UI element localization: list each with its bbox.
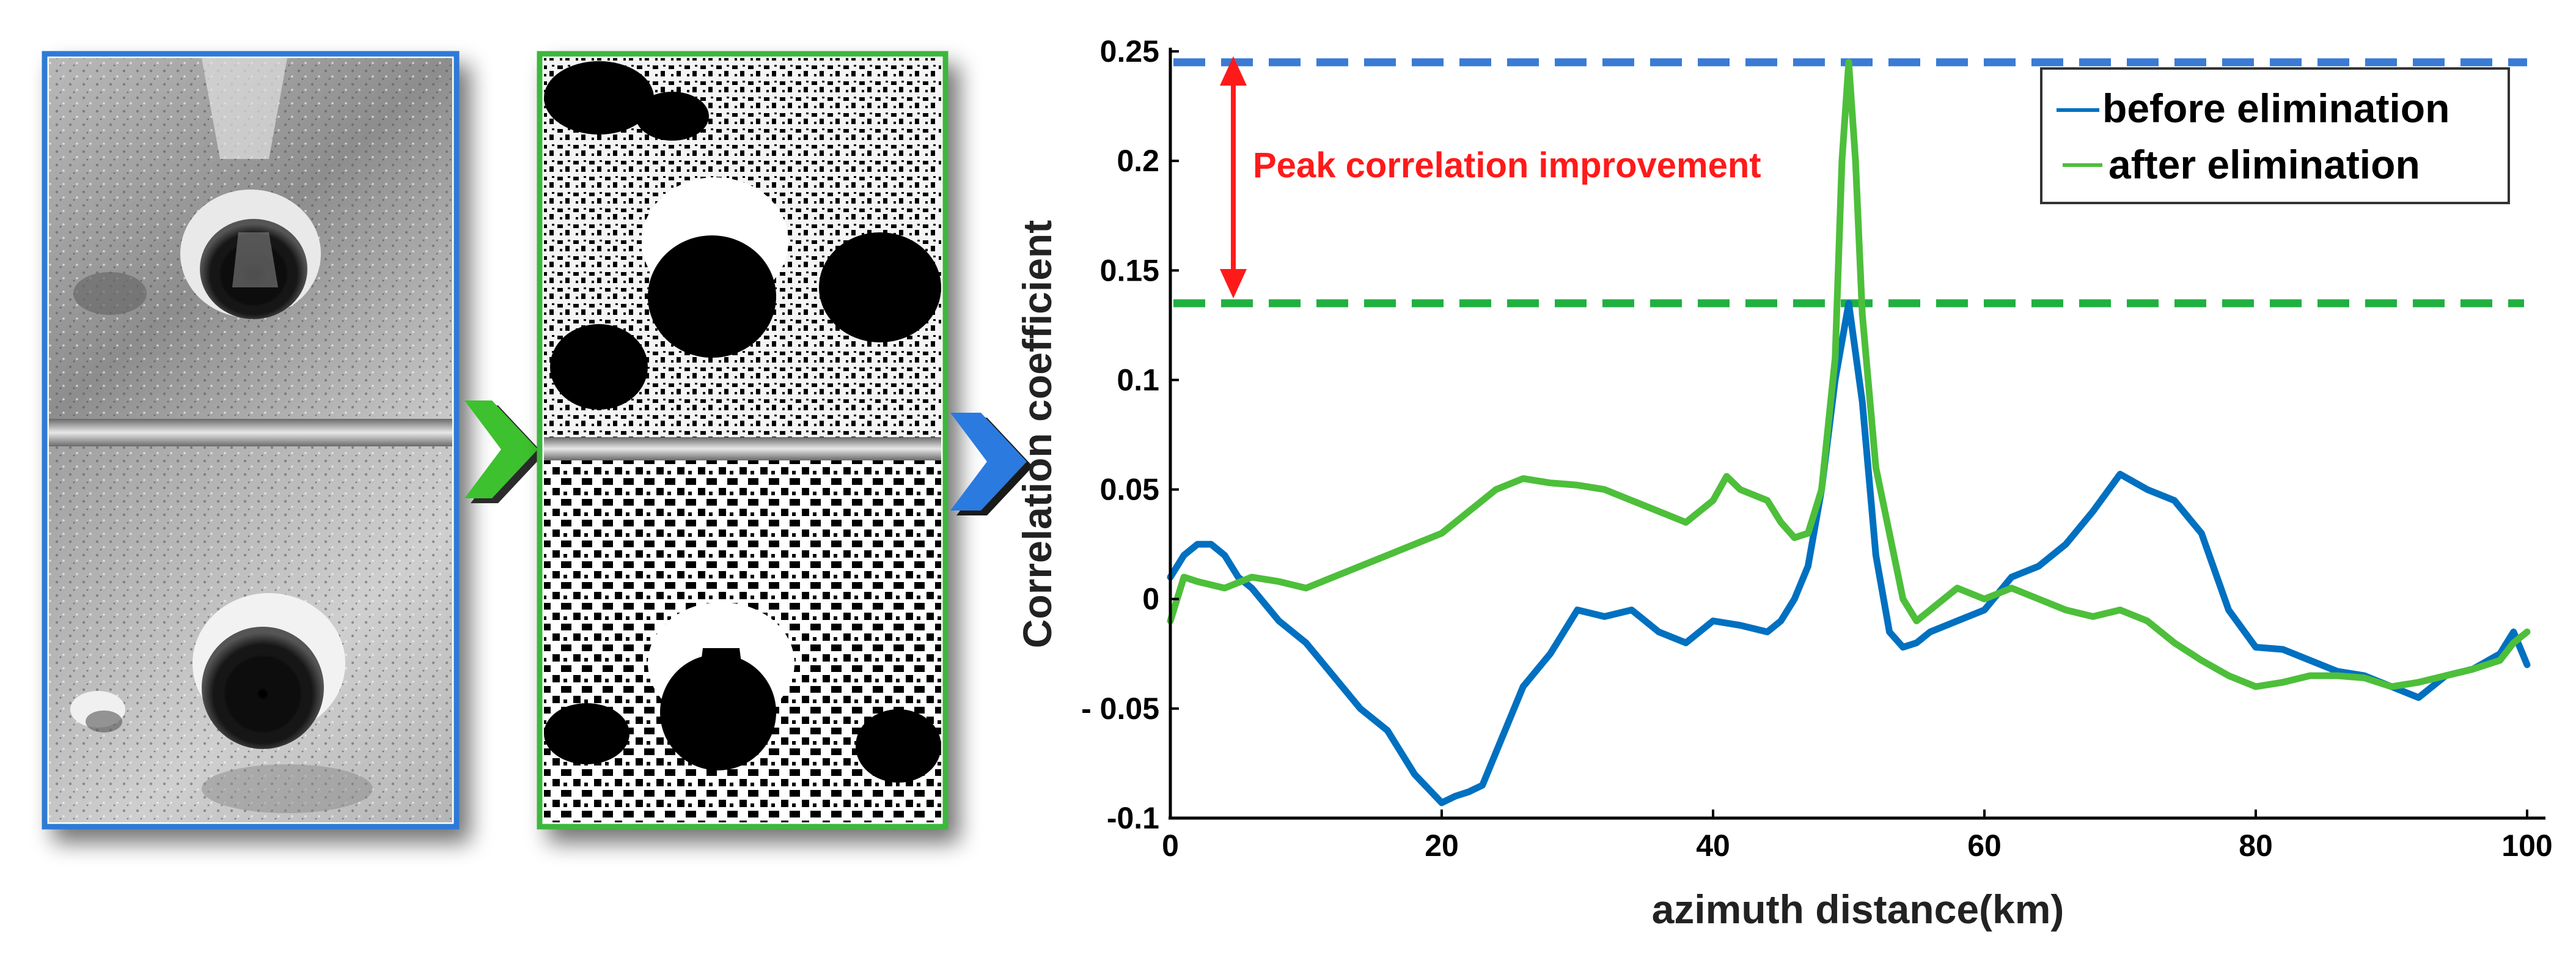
binary-panel-border — [537, 51, 949, 830]
correlation-chart: -0.1 - 0.05 0 0.05 0.1 0.15 0.2 0.25 0 20 40 60 80 1… — [1015, 34, 2553, 932]
x-tick-label: 0 — [1162, 828, 1179, 863]
y-tick-label: - 0.05 — [1081, 692, 1159, 726]
original-panel-border — [42, 51, 460, 830]
y-tick-label: 0 — [1142, 582, 1159, 616]
original-top-photo — [49, 58, 452, 419]
original-bottom-photo — [49, 446, 452, 822]
x-tick-label: 100 — [2501, 828, 2552, 863]
y-tick-label: 0.1 — [1117, 363, 1159, 397]
binary-top-image — [544, 58, 941, 437]
y-axis-title: Correlation coefficient — [1015, 220, 1060, 648]
legend-label-after: after elimination — [2108, 142, 2420, 187]
x-tick-label: 60 — [1967, 828, 2002, 863]
peak-improvement-label: Peak correlation improvement — [1253, 146, 1761, 185]
binary-image-panel — [537, 51, 949, 830]
x-axis-title: azimuth distance(km) — [1652, 887, 2064, 932]
chart-legend: before elimination after elimination — [2040, 67, 2510, 204]
legend-label-before: before elimination — [2102, 86, 2449, 131]
x-tick-label: 40 — [1696, 828, 1730, 863]
y-tick-label: 0.15 — [1100, 253, 1159, 287]
binary-bottom-image — [544, 460, 941, 822]
series-line-before-elimination — [1167, 300, 2531, 806]
x-tick-label: 80 — [2239, 828, 2273, 863]
binary-image-divider — [544, 437, 941, 460]
legend-box — [2040, 67, 2510, 204]
original-image-divider — [49, 419, 452, 446]
y-tick-label: 0.05 — [1100, 473, 1159, 507]
y-tick-label: 0.2 — [1117, 144, 1159, 178]
x-tick-label: 20 — [1425, 828, 1459, 863]
series-line-after-elimination — [1167, 59, 2531, 690]
green-arrow-icon — [464, 400, 544, 503]
y-tick-label: -0.1 — [1107, 801, 1159, 835]
y-tick-label: 0.25 — [1100, 34, 1159, 68]
original-image-panel — [42, 51, 460, 830]
blue-arrow-icon — [950, 413, 1033, 515]
peak-improvement-arrow — [1220, 56, 1247, 298]
